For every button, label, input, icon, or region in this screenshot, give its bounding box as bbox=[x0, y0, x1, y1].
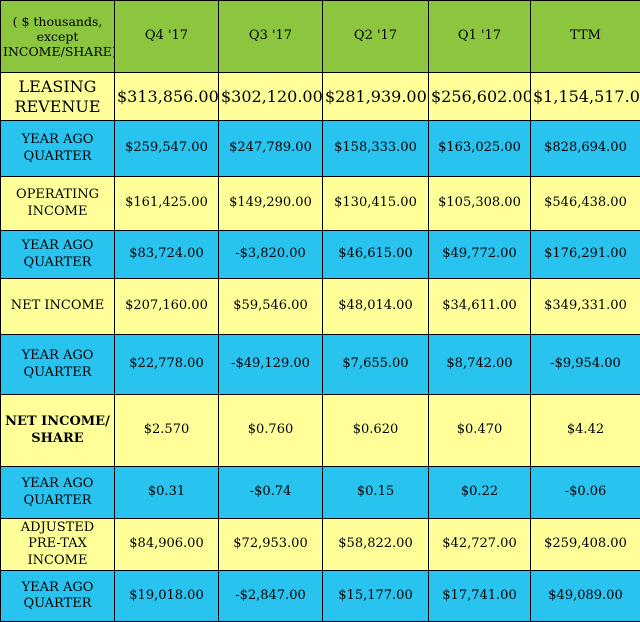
row-label: ADJUSTED PRE-TAX INCOME bbox=[1, 519, 115, 571]
table-cell: $58,822.00 bbox=[323, 519, 429, 571]
table-row-leasing-revenue: LEASING REVENUE $313,856.00 $302,120.00 … bbox=[1, 73, 640, 121]
table-cell: $0.620 bbox=[323, 395, 429, 467]
column-header-q1-17: Q1 '17 bbox=[429, 1, 531, 73]
row-label: OPERATING INCOME bbox=[1, 177, 115, 231]
table-row-year-ago: YEAR AGO QUARTER $259,547.00 $247,789.00… bbox=[1, 121, 640, 177]
table-cell: -$0.06 bbox=[531, 467, 640, 519]
table-cell: $259,547.00 bbox=[115, 121, 219, 177]
table-cell: $4.42 bbox=[531, 395, 640, 467]
column-header-q4-17: Q4 '17 bbox=[115, 1, 219, 73]
table-cell: $349,331.00 bbox=[531, 279, 640, 335]
table-cell: $72,953.00 bbox=[219, 519, 323, 571]
table-cell: $34,611.00 bbox=[429, 279, 531, 335]
table-cell: $313,856.00 bbox=[115, 73, 219, 121]
corner-header: ( $ thousands, except INCOME/SHARE) bbox=[1, 1, 115, 73]
table-cell: $1,154,517.00 bbox=[531, 73, 640, 121]
table-cell: $546,438.00 bbox=[531, 177, 640, 231]
table-cell: $8,742.00 bbox=[429, 335, 531, 395]
table-cell: $130,415.00 bbox=[323, 177, 429, 231]
table-cell: $149,290.00 bbox=[219, 177, 323, 231]
table-cell: $17,741.00 bbox=[429, 571, 531, 622]
table-cell: $158,333.00 bbox=[323, 121, 429, 177]
table-row-year-ago: YEAR AGO QUARTER $19,018.00 -$2,847.00 $… bbox=[1, 571, 640, 622]
row-label: YEAR AGO QUARTER bbox=[1, 231, 115, 279]
table-row-year-ago: YEAR AGO QUARTER $22,778.00 -$49,129.00 … bbox=[1, 335, 640, 395]
table-row-operating-income: OPERATING INCOME $161,425.00 $149,290.00… bbox=[1, 177, 640, 231]
table-cell: $163,025.00 bbox=[429, 121, 531, 177]
table-cell: -$2,847.00 bbox=[219, 571, 323, 622]
table-cell: $49,089.00 bbox=[531, 571, 640, 622]
table-row-year-ago: YEAR AGO QUARTER $83,724.00 -$3,820.00 $… bbox=[1, 231, 640, 279]
column-header-q2-17: Q2 '17 bbox=[323, 1, 429, 73]
table-cell: $259,408.00 bbox=[531, 519, 640, 571]
table-cell: $2.570 bbox=[115, 395, 219, 467]
table-cell: $48,014.00 bbox=[323, 279, 429, 335]
row-label: LEASING REVENUE bbox=[1, 73, 115, 121]
table-cell: $256,602.00 bbox=[429, 73, 531, 121]
table-cell: $0.22 bbox=[429, 467, 531, 519]
table-row-year-ago: YEAR AGO QUARTER $0.31 -$0.74 $0.15 $0.2… bbox=[1, 467, 640, 519]
table-row-net-income-share: NET INCOME/ SHARE $2.570 $0.760 $0.620 $… bbox=[1, 395, 640, 467]
table-cell: $19,018.00 bbox=[115, 571, 219, 622]
table-cell: $0.31 bbox=[115, 467, 219, 519]
table-cell: $46,615.00 bbox=[323, 231, 429, 279]
column-header-ttm: TTM bbox=[531, 1, 640, 73]
table-cell: $59,546.00 bbox=[219, 279, 323, 335]
row-label: YEAR AGO QUARTER bbox=[1, 335, 115, 395]
table-cell: $22,778.00 bbox=[115, 335, 219, 395]
row-label: YEAR AGO QUARTER bbox=[1, 467, 115, 519]
table-cell: $302,120.00 bbox=[219, 73, 323, 121]
table-cell: $0.760 bbox=[219, 395, 323, 467]
table-cell: $42,727.00 bbox=[429, 519, 531, 571]
table-cell: -$3,820.00 bbox=[219, 231, 323, 279]
table-cell: -$9,954.00 bbox=[531, 335, 640, 395]
column-header-q3-17: Q3 '17 bbox=[219, 1, 323, 73]
table-cell: $49,772.00 bbox=[429, 231, 531, 279]
table-row-adjusted-pretax-income: ADJUSTED PRE-TAX INCOME $84,906.00 $72,9… bbox=[1, 519, 640, 571]
table-cell: $176,291.00 bbox=[531, 231, 640, 279]
table-cell: $0.15 bbox=[323, 467, 429, 519]
table-cell: $7,655.00 bbox=[323, 335, 429, 395]
row-label: NET INCOME/ SHARE bbox=[1, 395, 115, 467]
table-cell: $83,724.00 bbox=[115, 231, 219, 279]
header-row: ( $ thousands, except INCOME/SHARE) Q4 '… bbox=[1, 1, 640, 73]
table-cell: $207,160.00 bbox=[115, 279, 219, 335]
table-cell: $161,425.00 bbox=[115, 177, 219, 231]
table-cell: $105,308.00 bbox=[429, 177, 531, 231]
table-row-net-income: NET INCOME $207,160.00 $59,546.00 $48,01… bbox=[1, 279, 640, 335]
row-label: YEAR AGO QUARTER bbox=[1, 121, 115, 177]
row-label: NET INCOME bbox=[1, 279, 115, 335]
table-cell: $0.470 bbox=[429, 395, 531, 467]
table-cell: -$49,129.00 bbox=[219, 335, 323, 395]
table-cell: $84,906.00 bbox=[115, 519, 219, 571]
table-cell: $15,177.00 bbox=[323, 571, 429, 622]
table-cell: -$0.74 bbox=[219, 467, 323, 519]
row-label: YEAR AGO QUARTER bbox=[1, 571, 115, 622]
table-cell: $828,694.00 bbox=[531, 121, 640, 177]
table-cell: $247,789.00 bbox=[219, 121, 323, 177]
table-cell: $281,939.00 bbox=[323, 73, 429, 121]
